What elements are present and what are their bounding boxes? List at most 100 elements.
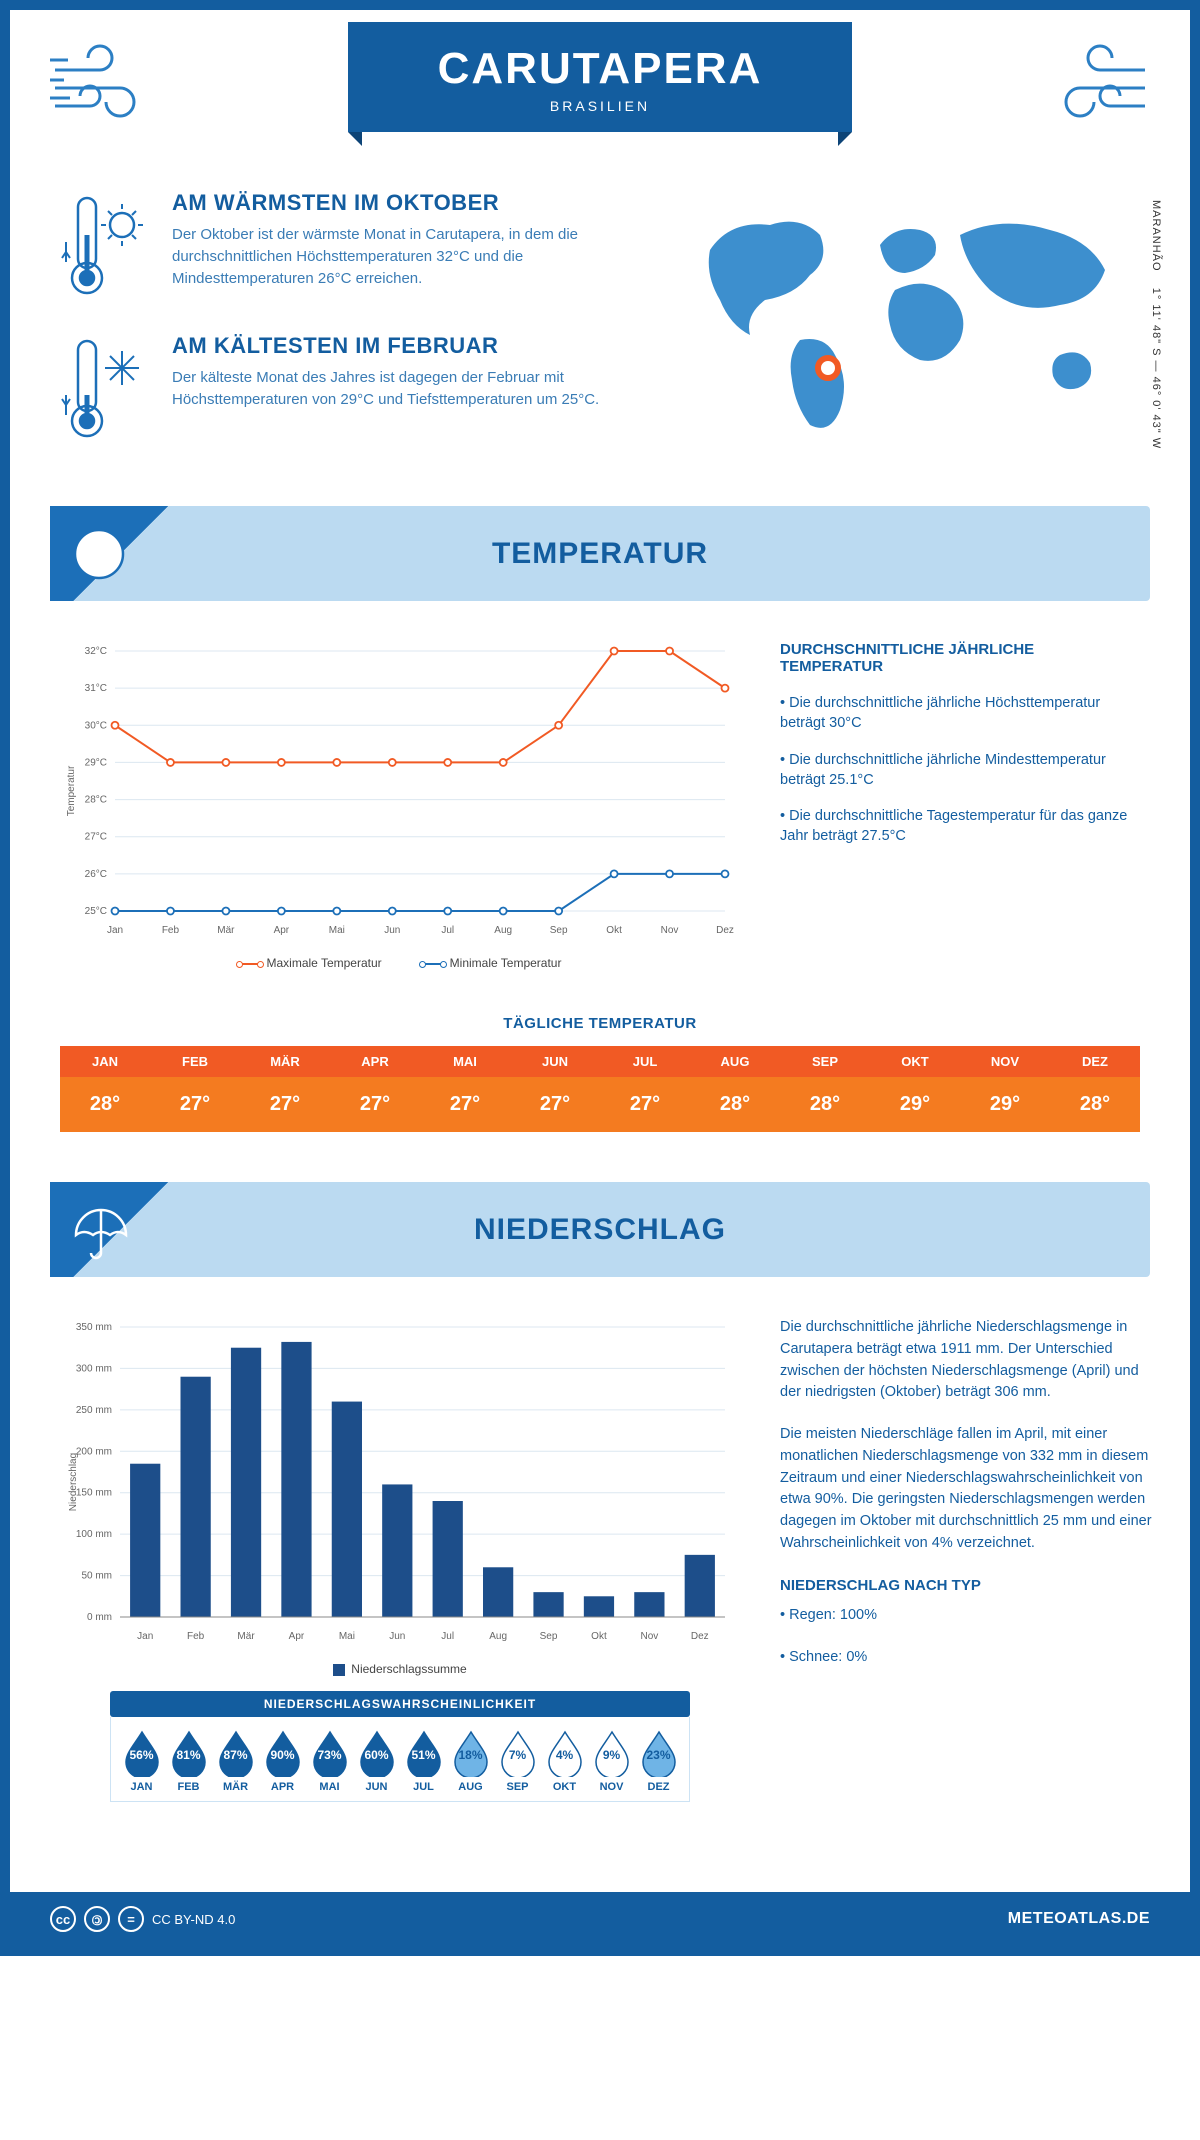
temperature-banner: TEMPERATUR	[50, 506, 1150, 601]
raindrop-icon: 18%	[451, 1729, 491, 1777]
thermometer-cold-icon	[60, 333, 150, 448]
table-header: APR	[330, 1046, 420, 1077]
table-header: AUG	[690, 1046, 780, 1077]
title-ribbon: CARUTAPERA BRASILIEN	[348, 22, 853, 132]
table-cell: 27°	[420, 1077, 510, 1132]
temperature-legend: Maximale Temperatur Minimale Temperatur	[60, 956, 740, 970]
svg-text:Nov: Nov	[640, 1631, 658, 1642]
nd-icon: =	[118, 1906, 144, 1932]
svg-text:Aug: Aug	[489, 1631, 507, 1642]
raindrop-icon: 81%	[169, 1729, 209, 1777]
svg-text:Sep: Sep	[540, 1631, 558, 1642]
table-cell: 27°	[510, 1077, 600, 1132]
temp-bullet: • Die durchschnittliche jährliche Höchst…	[780, 693, 1140, 734]
raindrop-icon: 23%	[639, 1729, 679, 1777]
daily-temp-table: JANFEBMÄRAPRMAIJUNJULAUGSEPOKTNOVDEZ 28°…	[60, 1046, 1140, 1132]
probability-item: 87% MÄR	[213, 1729, 258, 1793]
by-icon: 🄯	[84, 1906, 110, 1932]
precip-heading: NIEDERSCHLAG	[474, 1213, 726, 1247]
svg-text:30°C: 30°C	[85, 720, 107, 731]
svg-text:Jan: Jan	[137, 1631, 153, 1642]
raindrop-icon: 90%	[263, 1729, 303, 1777]
table-header: JAN	[60, 1046, 150, 1077]
raindrop-icon: 60%	[357, 1729, 397, 1777]
temperature-summary: DURCHSCHNITTLICHE JÄHRLICHE TEMPERATUR •…	[780, 641, 1140, 970]
svg-text:250 mm: 250 mm	[76, 1405, 112, 1416]
table-cell: 28°	[780, 1077, 870, 1132]
license-text: CC BY-ND 4.0	[152, 1912, 235, 1927]
raindrop-icon: 9%	[592, 1729, 632, 1777]
coldest-text: Der kälteste Monat des Jahres ist dagege…	[172, 367, 640, 411]
precip-probability: NIEDERSCHLAGSWAHRSCHEINLICHKEIT 56% JAN …	[110, 1691, 690, 1802]
svg-text:Mär: Mär	[217, 925, 235, 936]
probability-heading: NIEDERSCHLAGSWAHRSCHEINLICHKEIT	[110, 1691, 690, 1717]
precip-summary: Die durchschnittliche jährliche Niedersc…	[780, 1317, 1160, 1842]
site-name: METEOATLAS.DE	[1008, 1910, 1150, 1928]
svg-text:0 mm: 0 mm	[87, 1612, 112, 1623]
probability-item: 56% JAN	[119, 1729, 164, 1793]
temp-side-heading: DURCHSCHNITTLICHE JÄHRLICHE TEMPERATUR	[780, 641, 1140, 675]
svg-text:Okt: Okt	[591, 1631, 607, 1642]
svg-text:100 mm: 100 mm	[76, 1529, 112, 1540]
table-cell: 29°	[870, 1077, 960, 1132]
temperature-heading: TEMPERATUR	[492, 537, 708, 571]
probability-item: 23% DEZ	[636, 1729, 681, 1793]
precip-legend: Niederschlagssumme	[60, 1662, 740, 1676]
table-header: JUL	[600, 1046, 690, 1077]
header: CARUTAPERA BRASILIEN	[10, 10, 1190, 170]
location-marker	[818, 358, 838, 378]
table-header: MAI	[420, 1046, 510, 1077]
coldest-heading: AM KÄLTESTEN IM FEBRUAR	[172, 333, 640, 359]
svg-text:50 mm: 50 mm	[81, 1571, 112, 1582]
wind-icon	[1040, 40, 1150, 135]
raindrop-icon: 51%	[404, 1729, 444, 1777]
svg-text:Okt: Okt	[606, 925, 622, 936]
thermometer-hot-icon	[60, 190, 150, 305]
svg-text:Aug: Aug	[494, 925, 512, 936]
svg-text:Niederschlag: Niederschlag	[68, 1453, 79, 1511]
precip-type-heading: NIEDERSCHLAG NACH TYP	[780, 1575, 1160, 1598]
svg-text:Jun: Jun	[384, 925, 400, 936]
precip-para: Die durchschnittliche jährliche Niedersc…	[780, 1317, 1160, 1404]
sun-icon	[50, 506, 170, 601]
svg-text:150 mm: 150 mm	[76, 1488, 112, 1499]
table-cell: 27°	[330, 1077, 420, 1132]
table-cell: 27°	[240, 1077, 330, 1132]
svg-text:Jul: Jul	[441, 1631, 454, 1642]
raindrop-icon: 73%	[310, 1729, 350, 1777]
table-header: SEP	[780, 1046, 870, 1077]
svg-text:Jun: Jun	[389, 1631, 405, 1642]
probability-item: 90% APR	[260, 1729, 305, 1793]
page-subtitle: BRASILIEN	[438, 98, 763, 114]
probability-item: 4% OKT	[542, 1729, 587, 1793]
precip-type-bullet: • Regen: 100%	[780, 1605, 1160, 1627]
warmest-heading: AM WÄRMSTEN IM OKTOBER	[172, 190, 640, 216]
wind-icon	[50, 40, 160, 135]
svg-text:200 mm: 200 mm	[76, 1446, 112, 1457]
svg-text:Jan: Jan	[107, 925, 123, 936]
table-header: MÄR	[240, 1046, 330, 1077]
svg-text:Dez: Dez	[691, 1631, 709, 1642]
world-map: MARANHÃO 1° 11' 48" S — 46° 0' 43" W	[680, 190, 1140, 476]
footer: cc 🄯 = CC BY-ND 4.0 METEOATLAS.DE	[10, 1892, 1190, 1946]
umbrella-icon	[50, 1182, 170, 1277]
svg-text:25°C: 25°C	[85, 906, 107, 917]
svg-text:31°C: 31°C	[85, 683, 107, 694]
svg-text:350 mm: 350 mm	[76, 1322, 112, 1333]
temperature-chart: 25°C26°C27°C28°C29°C30°C31°C32°CJanFebMä…	[60, 641, 740, 970]
warmest-fact: AM WÄRMSTEN IM OKTOBER Der Oktober ist d…	[60, 190, 640, 305]
coordinates-label: MARANHÃO 1° 11' 48" S — 46° 0' 43" W	[1150, 200, 1162, 449]
svg-text:Feb: Feb	[162, 925, 180, 936]
svg-text:27°C: 27°C	[85, 832, 107, 843]
probability-item: 7% SEP	[495, 1729, 540, 1793]
svg-text:Temperatur: Temperatur	[66, 765, 77, 816]
table-cell: 29°	[960, 1077, 1050, 1132]
svg-text:Nov: Nov	[661, 925, 679, 936]
precip-type-bullet: • Schnee: 0%	[780, 1647, 1160, 1669]
intro-section: AM WÄRMSTEN IM OKTOBER Der Oktober ist d…	[10, 170, 1190, 506]
temp-bullet: • Die durchschnittliche jährliche Mindes…	[780, 750, 1140, 791]
coldest-fact: AM KÄLTESTEN IM FEBRUAR Der kälteste Mon…	[60, 333, 640, 448]
table-cell: 28°	[60, 1077, 150, 1132]
table-header: DEZ	[1050, 1046, 1140, 1077]
table-header: JUN	[510, 1046, 600, 1077]
